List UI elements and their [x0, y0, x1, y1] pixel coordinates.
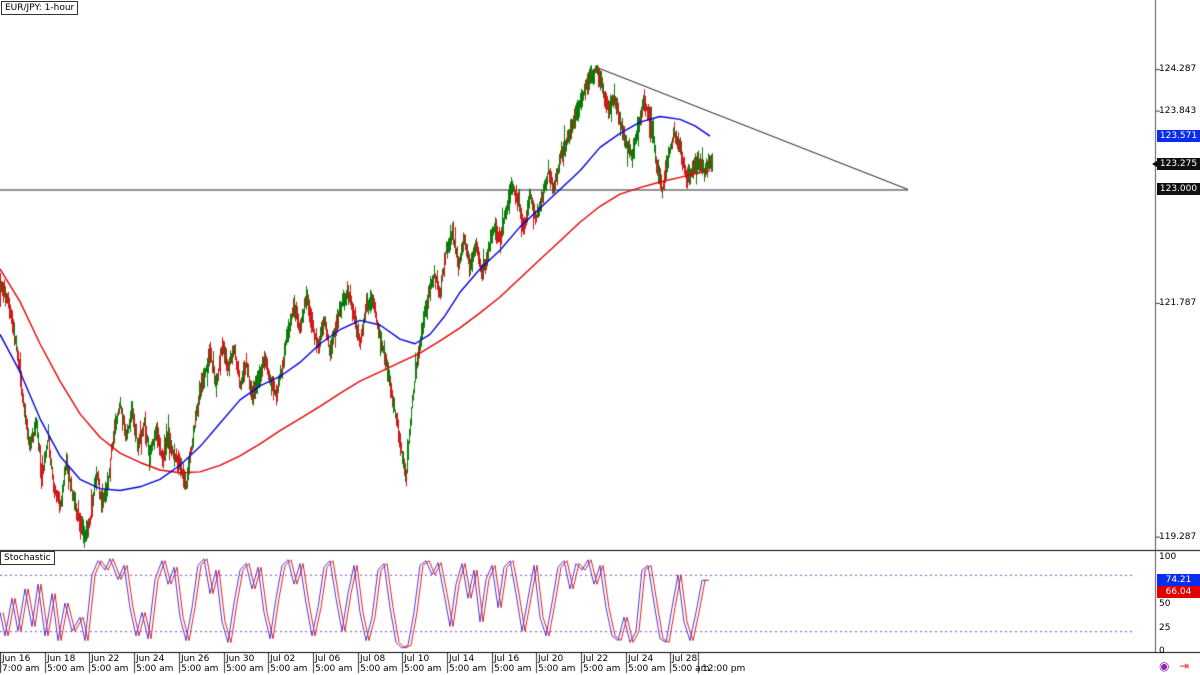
date-label: Jun 22 — [91, 654, 120, 664]
time-label: 5:00 am — [226, 664, 264, 674]
stoch-label-25: 25 — [1159, 622, 1171, 633]
date-label: Jul 10 — [404, 654, 430, 664]
indicator-label: Stochastic — [0, 551, 55, 565]
price-label-123.843: 123.843 — [1159, 105, 1197, 116]
date-label: Jul 02 — [270, 654, 296, 664]
time-label: 5:00 am — [360, 664, 398, 674]
price-label-119.287: 119.287 — [1159, 531, 1197, 542]
time-label: 5:00 am — [315, 664, 353, 674]
date-label: Jun 16 — [2, 654, 31, 664]
price-badge-123.571: 123.571 — [1157, 130, 1200, 143]
time-label: 5:00 am — [136, 664, 174, 674]
date-label: Jul 24 — [628, 654, 654, 664]
time-label: 7:00 am — [2, 664, 40, 674]
time-label: 5:00 am — [47, 664, 85, 674]
date-label: Jul 22 — [583, 654, 609, 664]
date-label: Jun 18 — [47, 654, 76, 664]
date-label: Jun 26 — [181, 654, 210, 664]
date-label: Jul 20 — [538, 654, 564, 664]
price-label-121.787: 121.787 — [1159, 297, 1197, 308]
time-label: 5:00 am — [404, 664, 442, 674]
time-label: 5:00 am — [91, 664, 129, 674]
time-label: 12:00 pm — [702, 664, 746, 674]
stoch-label-50: 50 — [1159, 599, 1171, 609]
date-label: Jul 08 — [360, 654, 386, 664]
stoch-label-100: 100 — [1159, 552, 1177, 562]
stoch-label-0: 0 — [1159, 646, 1165, 656]
red-app-icon[interactable]: ⇥ — [1179, 659, 1190, 673]
price-badge-123.275: 123.275 — [1152, 157, 1200, 170]
date-label: Jun 24 — [136, 654, 165, 664]
date-label: Jul 14 — [449, 654, 475, 664]
time-label: 5:00 am — [538, 664, 576, 674]
date-label: Jul 28 — [672, 654, 698, 664]
date-label: Jun 30 — [226, 654, 255, 664]
time-label: 5:00 am — [270, 664, 308, 674]
time-label: 5:00 am — [494, 664, 532, 674]
time-label: 5:00 am — [583, 664, 621, 674]
stoch-badge-percent-d: 66.04 — [1157, 586, 1200, 599]
price-label-124.287: 124.287 — [1159, 64, 1197, 75]
symbol-label: EUR/JPY: 1-hour — [1, 1, 79, 15]
last-price-arrow-icon — [1152, 160, 1157, 167]
date-label: Jul 16 — [494, 654, 520, 664]
time-label: 5:00 am — [672, 664, 710, 674]
price-badge-123.000: 123.000 — [1157, 183, 1200, 196]
time-label: 5:00 am — [449, 664, 487, 674]
date-label: Jul 06 — [315, 654, 341, 664]
purple-app-icon[interactable]: ◉ — [1159, 659, 1170, 673]
stoch-badge-percent-k: 74.21 — [1157, 574, 1200, 587]
time-label: 5:00 am — [181, 664, 219, 674]
time-label: 5:00 am — [628, 664, 666, 674]
